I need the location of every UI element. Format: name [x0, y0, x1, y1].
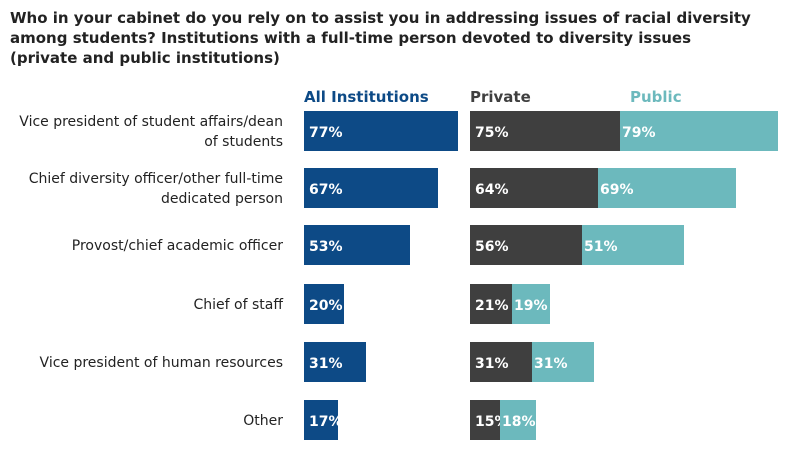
bar-all-institutions-2	[304, 225, 410, 265]
value-label-all-3: 20%	[309, 298, 343, 314]
title-line-3: (private and public institutions)	[10, 49, 280, 67]
category-label-1-1: dedicated person	[161, 191, 283, 207]
title-line-1: Who in your cabinet do you rely on to as…	[10, 9, 751, 27]
bar-all-institutions-4	[304, 342, 366, 382]
bar-all-institutions-5	[304, 400, 338, 440]
bar-public-0	[620, 111, 778, 151]
value-label-private-2: 56%	[475, 239, 509, 255]
bar-all-institutions-0	[304, 111, 458, 151]
value-label-all-2: 53%	[309, 239, 343, 255]
value-label-public-0: 79%	[622, 125, 656, 141]
legend-private: Private	[470, 88, 531, 106]
category-label-3-0: Chief of staff	[194, 297, 284, 313]
category-label-0-1: of students	[204, 134, 283, 150]
bar-public-2	[582, 225, 684, 265]
value-label-public-4: 31%	[534, 356, 568, 372]
value-label-all-1: 67%	[309, 182, 343, 198]
bar-private-3	[470, 284, 512, 324]
category-label-1-0: Chief diversity officer/other full-time	[29, 171, 283, 187]
bar-private-5	[470, 400, 500, 440]
category-label-2-0: Provost/chief academic officer	[72, 238, 283, 254]
value-label-public-2: 51%	[584, 239, 618, 255]
bar-private-1	[470, 168, 598, 208]
value-label-public-3: 19%	[514, 298, 548, 314]
bar-public-4	[532, 342, 594, 382]
bar-private-4	[470, 342, 532, 382]
value-label-all-0: 77%	[309, 125, 343, 141]
chart-title: Who in your cabinet do you rely on to as…	[10, 8, 770, 68]
bar-private-2	[470, 225, 582, 265]
legend-public: Public	[630, 88, 682, 106]
title-line-2: among students? Institutions with a full…	[10, 29, 692, 47]
category-label-4-0: Vice president of human resources	[40, 355, 283, 371]
value-label-all-5: 17%	[309, 414, 343, 430]
category-label-0-0: Vice president of student affairs/dean	[19, 114, 283, 130]
value-label-all-4: 31%	[309, 356, 343, 372]
bar-private-0	[470, 111, 620, 151]
value-label-public-1: 69%	[600, 182, 634, 198]
bar-public-1	[598, 168, 736, 208]
value-label-private-3: 21%	[475, 298, 509, 314]
category-label-5-0: Other	[243, 413, 283, 429]
value-label-public-5: 18%	[502, 414, 536, 430]
bar-public-5	[500, 400, 536, 440]
bar-public-3	[512, 284, 550, 324]
value-label-private-1: 64%	[475, 182, 509, 198]
bars-group: Vice president of student affairs/dean of…	[19, 111, 778, 440]
value-label-private-0: 75%	[475, 125, 509, 141]
value-label-private-4: 31%	[475, 356, 509, 372]
legend-all-institutions: All Institutions	[304, 88, 429, 106]
bar-all-institutions-1	[304, 168, 438, 208]
bar-all-institutions-3	[304, 284, 344, 324]
